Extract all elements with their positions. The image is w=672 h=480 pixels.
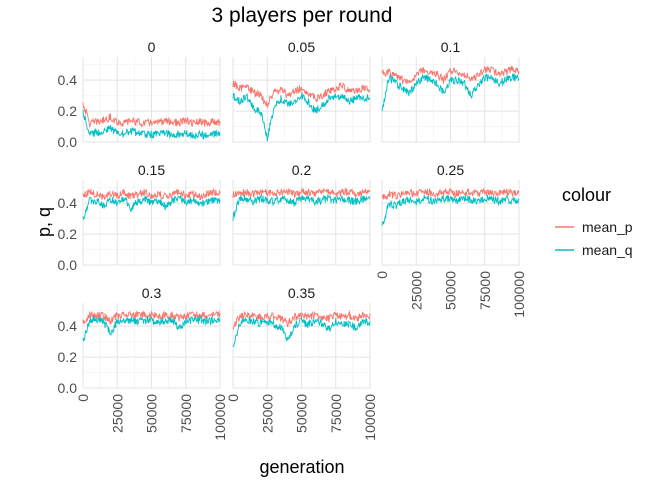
- series-line-mean-q: [232, 92, 371, 142]
- y-axis-label: p, q: [34, 207, 54, 237]
- y-tick-label: 0.2: [58, 226, 78, 242]
- series-line-mean-q: [232, 193, 371, 221]
- y-tick-label: 0.4: [58, 195, 78, 211]
- x-tick-label: 75000: [178, 394, 194, 433]
- x-axis-label: generation: [259, 457, 344, 477]
- y-tick-label: 0.4: [58, 72, 78, 88]
- x-tick-label: 100000: [212, 394, 228, 441]
- series-line-mean-q: [232, 316, 371, 348]
- y-tick-label: 0.0: [58, 257, 78, 273]
- x-tick-label: 25000: [259, 394, 275, 433]
- x-tick-label: 0: [225, 394, 241, 402]
- facet-panel: 0.1: [381, 39, 520, 143]
- x-tick-label: 100000: [362, 394, 378, 441]
- facet-label: 0.15: [138, 162, 165, 178]
- x-tick-label: 0: [374, 271, 390, 279]
- facet-label: 0.25: [437, 162, 464, 178]
- y-tick-label: 0.2: [58, 103, 78, 119]
- y-tick-label: 0.0: [58, 380, 78, 396]
- facet-label: 0.3: [142, 285, 162, 301]
- series-line-mean-p: [232, 187, 371, 199]
- facet-panel: 0.25 0 25000 50000 75000 100000: [374, 162, 527, 318]
- x-tick-label: 50000: [144, 394, 160, 433]
- facet-panel: 0.2: [232, 162, 371, 266]
- x-tick-label: 50000: [443, 271, 459, 310]
- facet-label: 0.1: [441, 39, 461, 55]
- series-line-mean-q: [82, 315, 221, 342]
- legend-label-mean-q: mean_q: [582, 242, 633, 258]
- legend-label-mean-p: mean_p: [582, 219, 633, 235]
- facet-panel: 0.35 0 25000 50000 75000 100000: [225, 285, 378, 441]
- series-line-mean-p: [381, 65, 520, 85]
- y-tick-label: 0.2: [58, 349, 78, 365]
- series-line-mean-p: [232, 80, 371, 109]
- x-tick-label: 75000: [328, 394, 344, 433]
- x-tick-label: 50000: [294, 394, 310, 433]
- panels: 00.00.20.40.05 0.10.150.00.20.40.2 0.250 25…: [58, 39, 527, 441]
- x-tick-label: 100000: [511, 271, 527, 318]
- facet-label: 0.05: [288, 39, 315, 55]
- legend: colour mean_p mean_q: [555, 185, 633, 258]
- facet-label: 0.2: [292, 162, 312, 178]
- series-line-mean-q: [82, 109, 221, 140]
- x-tick-label: 0: [75, 394, 91, 402]
- facet-panel: 0.15 0.0 0.2 0.4: [58, 162, 221, 273]
- chart-title: 3 players per round: [212, 4, 393, 27]
- x-tick-label: 25000: [109, 394, 125, 433]
- series-line-mean-q: [82, 194, 221, 221]
- x-tick-label: 25000: [408, 271, 424, 310]
- series-line-mean-p: [82, 102, 221, 129]
- series-line-mean-q: [381, 73, 520, 112]
- y-tick-label: 0.4: [58, 318, 78, 334]
- series-line-mean-q: [381, 194, 520, 226]
- series-line-mean-p: [82, 187, 221, 201]
- y-tick-label: 0.0: [58, 134, 78, 150]
- x-tick-label: 75000: [477, 271, 493, 310]
- facet-label: 0.35: [288, 285, 315, 301]
- facet-panel: 0.05: [232, 39, 371, 143]
- facet-panel: 0 0.0 0.2 0.4: [58, 39, 221, 150]
- series-line-mean-p: [82, 310, 221, 325]
- facet-label: 0: [148, 39, 156, 55]
- facet-panel: 0.3 0.0 0.2 0.4 0 25000 50000 75000 100000: [58, 285, 228, 441]
- legend-title: colour: [562, 185, 611, 205]
- series-line-mean-p: [381, 187, 520, 200]
